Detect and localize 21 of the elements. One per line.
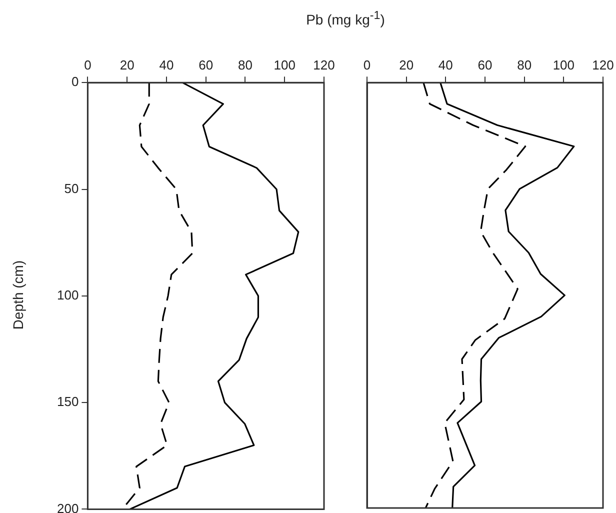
x-tick-label: 40 (438, 57, 453, 72)
x-tick-label: 0 (84, 57, 92, 72)
y-tick-label: 100 (56, 287, 79, 302)
x-tick-label: 80 (517, 57, 532, 72)
y-tick-label: 50 (64, 180, 79, 196)
y-axis-title: Depth (cm) (10, 260, 26, 330)
x-tick-label: 20 (120, 57, 134, 72)
x-tick-label: 40 (159, 57, 174, 72)
x-tick-label: 60 (198, 57, 214, 72)
x-tick-label: 60 (478, 57, 492, 72)
y-tick-label: 0 (71, 74, 79, 90)
x-tick-label: 100 (552, 57, 575, 72)
x-tick-label: 0 (363, 57, 371, 72)
x-tick-label: 20 (399, 57, 414, 72)
x-tick-label: 120 (592, 57, 614, 72)
y-tick-label: 200 (56, 500, 79, 513)
x-axis-title: Pb (mg kg$^{-1}$) (305, 9, 386, 28)
y-tick-label: 150 (56, 394, 79, 410)
x-tick-label: 80 (238, 57, 252, 72)
x-tick-label: 120 (313, 57, 335, 72)
x-tick-label: 100 (274, 57, 296, 72)
